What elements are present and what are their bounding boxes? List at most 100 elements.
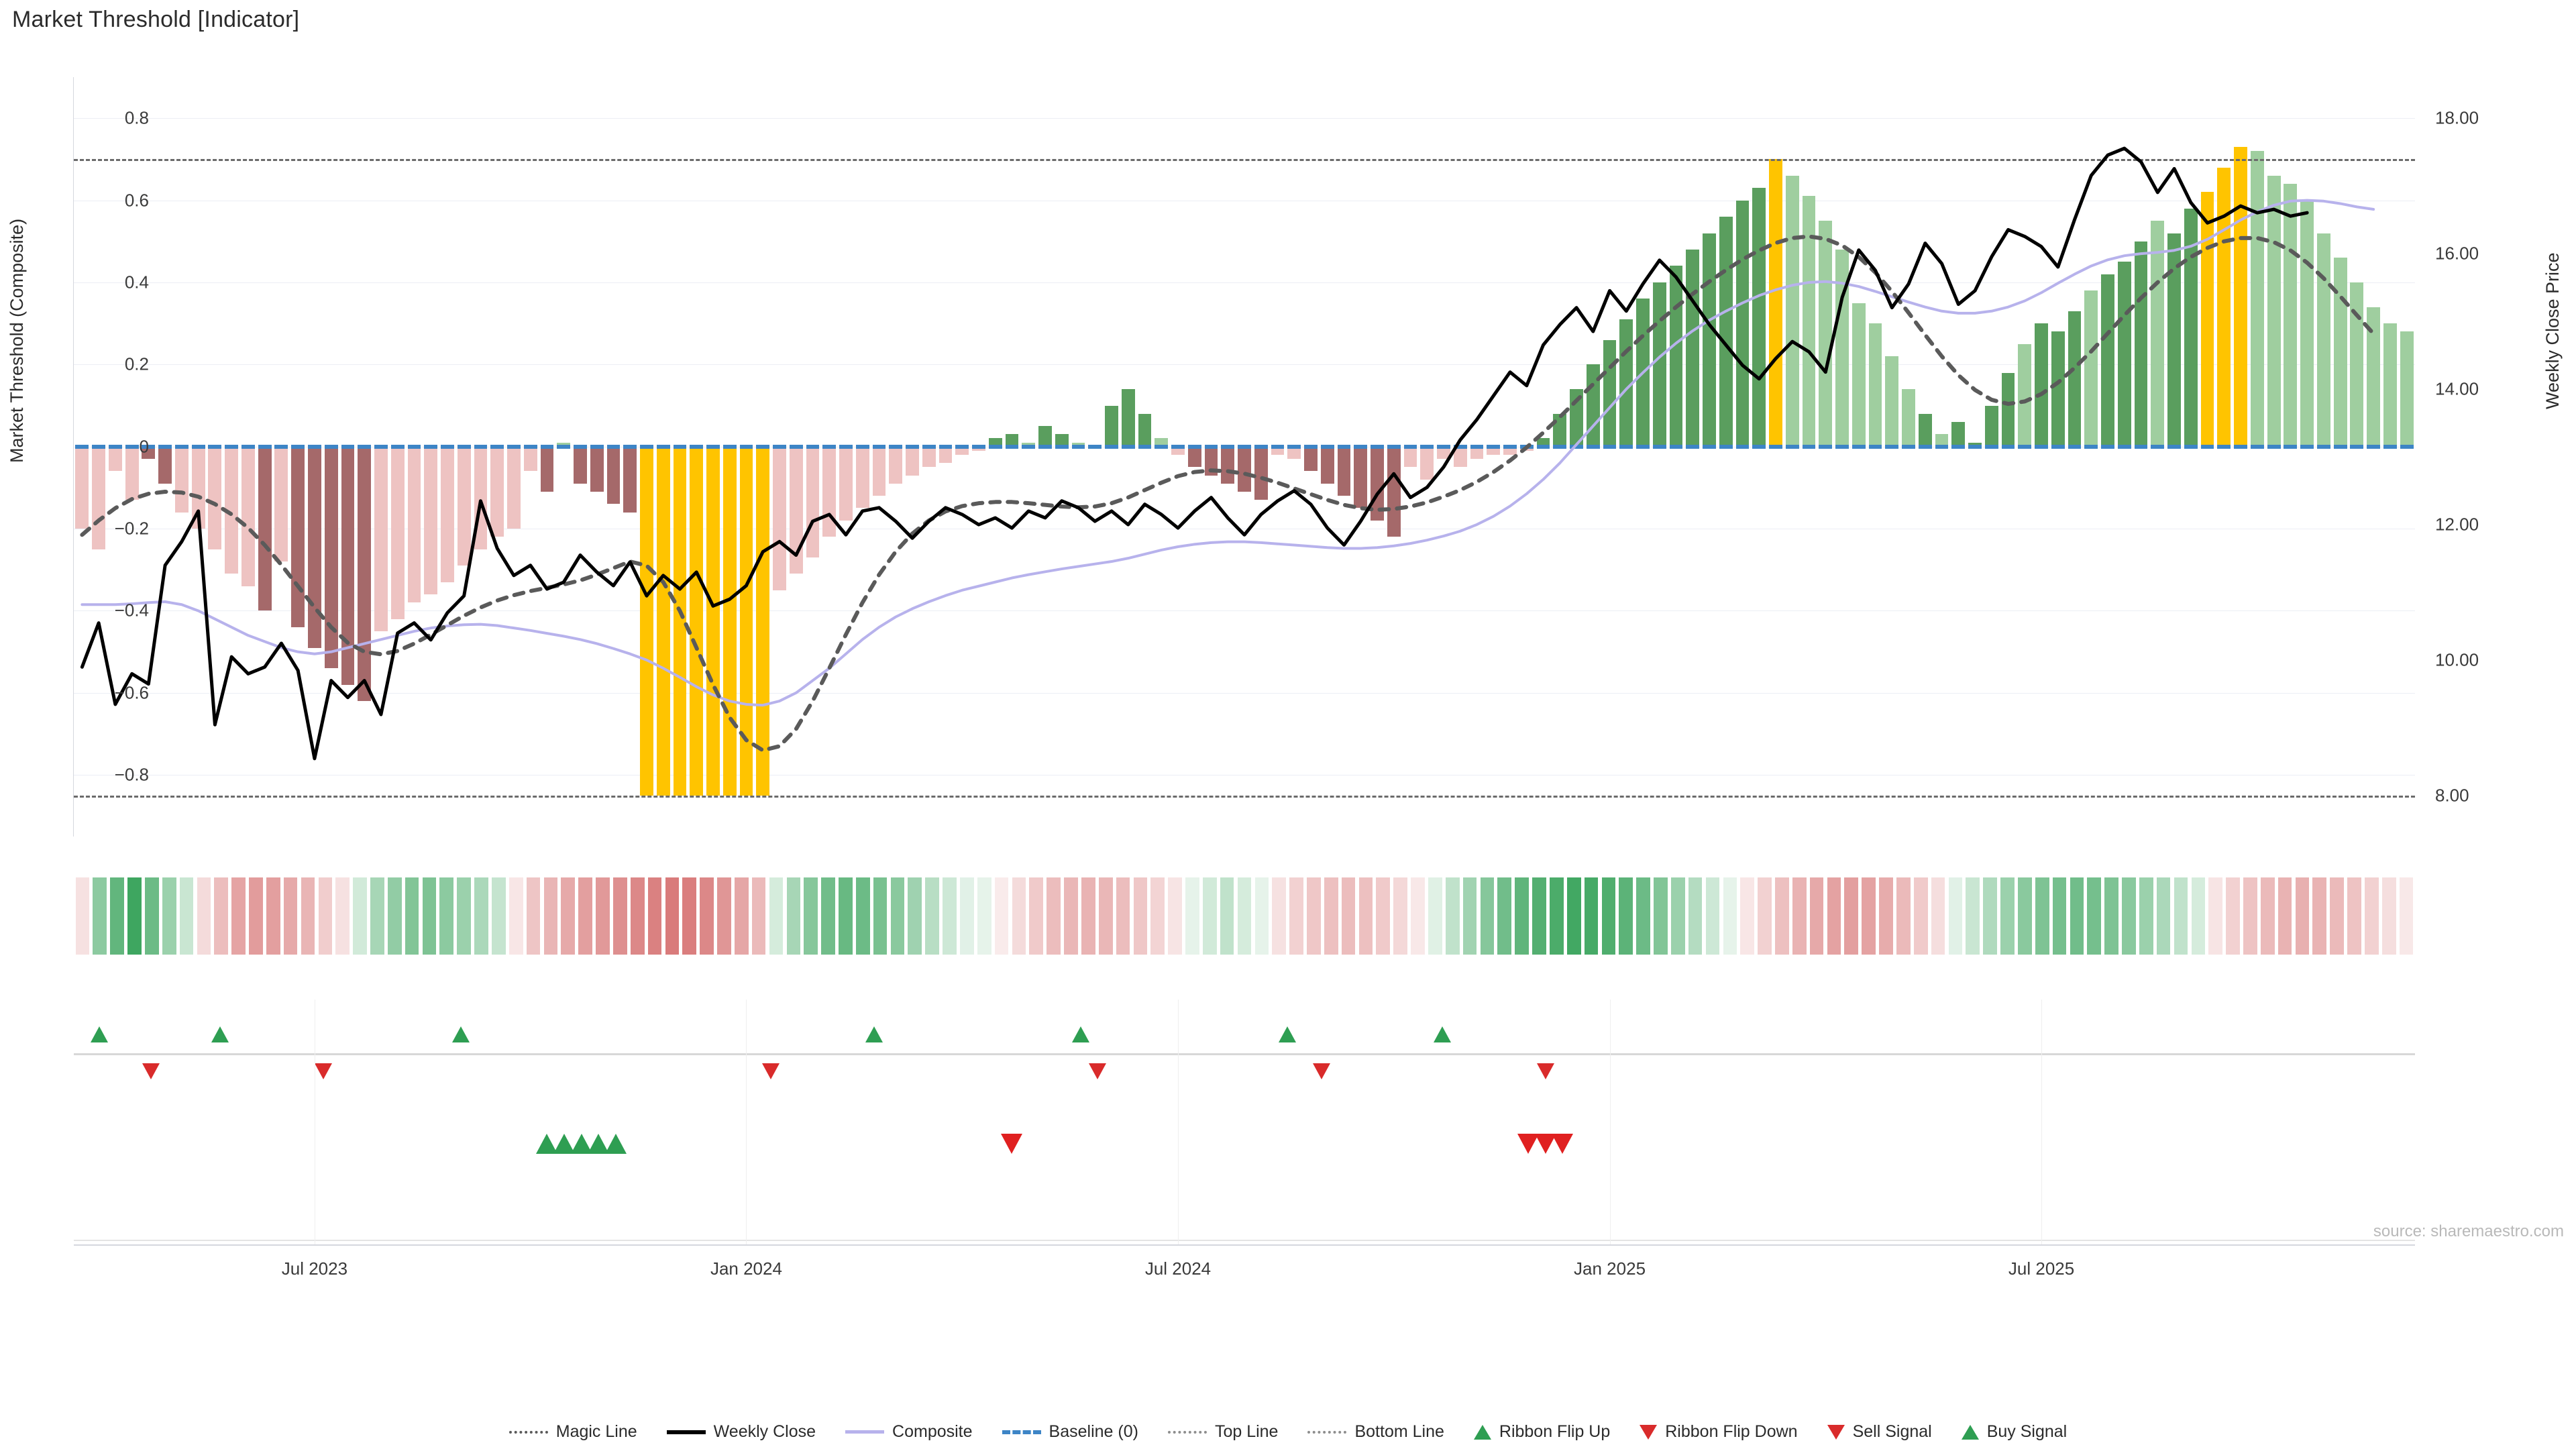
histogram-bar <box>1105 405 1118 447</box>
histogram-bar <box>739 446 753 796</box>
x-tick-label: Jan 2024 <box>710 1258 782 1279</box>
baseline-segment <box>2018 444 2032 449</box>
histogram-bar <box>2350 282 2364 447</box>
histogram-bar <box>1669 266 1683 447</box>
main-chart-plot <box>73 77 2415 837</box>
baseline-segment <box>889 444 903 449</box>
baseline-segment <box>2217 444 2231 449</box>
baseline-segment <box>523 444 537 449</box>
ribbon-cell <box>2000 877 2015 955</box>
histogram-bar <box>1121 389 1135 447</box>
legend-label: Magic Line <box>555 1422 637 1441</box>
baseline-segment <box>291 444 305 449</box>
legend-item: Baseline (0) <box>1002 1422 1138 1442</box>
histogram-bar <box>457 446 471 566</box>
histogram-bar <box>1968 442 1982 447</box>
histogram-bar <box>773 446 786 590</box>
ribbon-cell <box>1150 877 1165 955</box>
baseline-segment <box>1320 444 1334 449</box>
baseline-segment <box>1669 444 1683 449</box>
x-tick-label: Jul 2024 <box>1144 1258 1212 1279</box>
ribbon-cell <box>1705 877 1720 955</box>
ribbon-cell <box>405 877 419 955</box>
legend-swatch <box>1167 1430 1207 1434</box>
histogram-bar <box>855 446 869 508</box>
ribbon-cell <box>2295 877 2310 955</box>
baseline-segment <box>1487 444 1501 449</box>
ribbon-flip-down-marker <box>761 1063 780 1079</box>
ribbon-cell <box>283 877 298 955</box>
histogram-bar <box>2068 311 2082 447</box>
histogram-bar <box>1071 442 1085 447</box>
baseline-segment <box>1437 444 1450 449</box>
ribbon-cell <box>492 877 506 955</box>
baseline-segment <box>773 444 786 449</box>
legend-label: Baseline (0) <box>1049 1422 1138 1441</box>
ribbon-cell <box>2277 877 2292 955</box>
left-tick-label: −0.2 <box>114 518 149 539</box>
baseline-segment <box>1652 444 1666 449</box>
baseline-segment <box>191 444 205 449</box>
left-axis-label: Market Threshold (Composite) <box>7 218 27 463</box>
histogram-bar <box>1221 446 1235 484</box>
histogram-bar <box>258 446 272 611</box>
histogram-bar <box>1437 446 1450 460</box>
legend-item: Buy Signal <box>1961 1422 2067 1442</box>
ribbon-cell <box>127 877 142 955</box>
ribbon-cell <box>2365 877 2379 955</box>
ribbon-heatmap <box>74 877 2415 955</box>
histogram-bar <box>2333 258 2347 447</box>
baseline-segment <box>2084 444 2098 449</box>
baseline-segment <box>1536 444 1550 449</box>
baseline-segment <box>358 444 372 449</box>
baseline-segment <box>922 444 936 449</box>
baseline-segment <box>955 444 969 449</box>
composite-line <box>80 199 2375 707</box>
ribbon-cell <box>700 877 714 955</box>
ribbon-flip-up-marker <box>91 1026 109 1042</box>
baseline-segment <box>1885 444 1899 449</box>
histogram-bar <box>606 446 621 504</box>
baseline-segment <box>2101 444 2114 449</box>
baseline-segment <box>2300 444 2314 449</box>
x-tick-label: Jul 2023 <box>281 1258 348 1279</box>
ribbon-flip-down-marker <box>1536 1063 1554 1079</box>
gridline <box>74 364 2415 366</box>
baseline-segment <box>1221 444 1235 449</box>
histogram-bar <box>2101 274 2114 447</box>
ribbon-cell <box>2191 877 2206 955</box>
right-tick-label: 18.00 <box>2435 107 2479 128</box>
baseline-segment <box>1121 444 1135 449</box>
histogram-bar <box>1387 446 1401 537</box>
x-gridline <box>2041 1000 2043 1244</box>
histogram-bar <box>1802 196 1816 447</box>
ribbon-flip-row <box>74 1000 2415 1107</box>
ribbon-cell <box>1046 877 1061 955</box>
ribbon-cell <box>994 877 1009 955</box>
ribbon-cell <box>925 877 939 955</box>
baseline-segment <box>92 444 106 449</box>
x-tick-label: Jan 2025 <box>1574 1258 1646 1279</box>
ribbon-cell <box>1827 877 1841 955</box>
baseline-segment <box>540 444 554 449</box>
ribbon-cell <box>353 877 367 955</box>
legend-swatch <box>1307 1430 1347 1434</box>
legend-label: Ribbon Flip Up <box>1499 1422 1611 1441</box>
histogram-bar <box>1935 434 1949 447</box>
baseline-segment <box>158 444 172 449</box>
baseline-segment <box>756 444 770 449</box>
baseline-segment <box>1088 444 1102 449</box>
baseline-segment <box>2267 444 2281 449</box>
baseline-segment <box>2068 444 2082 449</box>
ribbon-cell <box>1931 877 1945 955</box>
histogram-bar <box>324 446 338 669</box>
legend-label: Bottom Line <box>1354 1422 1444 1441</box>
ribbon-cell <box>249 877 263 955</box>
baseline-segment <box>1951 444 1966 449</box>
ribbon-cell <box>1549 877 1564 955</box>
histogram-bar <box>656 446 670 796</box>
ribbon-cell <box>1654 877 1668 955</box>
histogram-bar <box>1337 446 1351 496</box>
baseline-segment <box>2001 444 2015 449</box>
ribbon-flip-up-marker <box>865 1026 883 1042</box>
